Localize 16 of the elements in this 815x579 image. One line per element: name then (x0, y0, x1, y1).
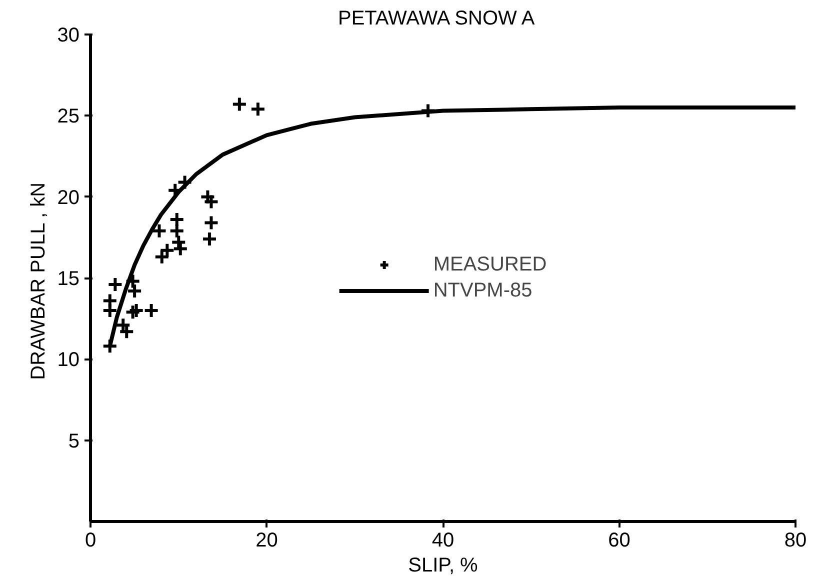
x-tick-label: 40 (432, 530, 454, 552)
chart-title: PETAWAWA SNOW A (338, 8, 536, 30)
x-axis-title: SLIP, % (408, 554, 478, 576)
y-tick-label: 25 (57, 106, 80, 128)
y-tick-label: 20 (57, 186, 80, 209)
legend-label: NTVPM-85 (433, 279, 532, 302)
x-tick-label: 20 (256, 530, 278, 552)
y-tick-label: 30 (57, 24, 80, 46)
x-tick-label: 80 (784, 530, 807, 552)
legend-label: MEASURED (433, 253, 547, 276)
y-tick-label: 10 (57, 349, 80, 372)
x-tick-label: 60 (608, 530, 630, 552)
y-tick-label: 15 (57, 268, 80, 290)
y-axis-title: DRAWBAR PULL , kN (27, 182, 50, 380)
x-tick-label: 0 (84, 530, 96, 552)
y-tick-label: 5 (68, 430, 80, 452)
